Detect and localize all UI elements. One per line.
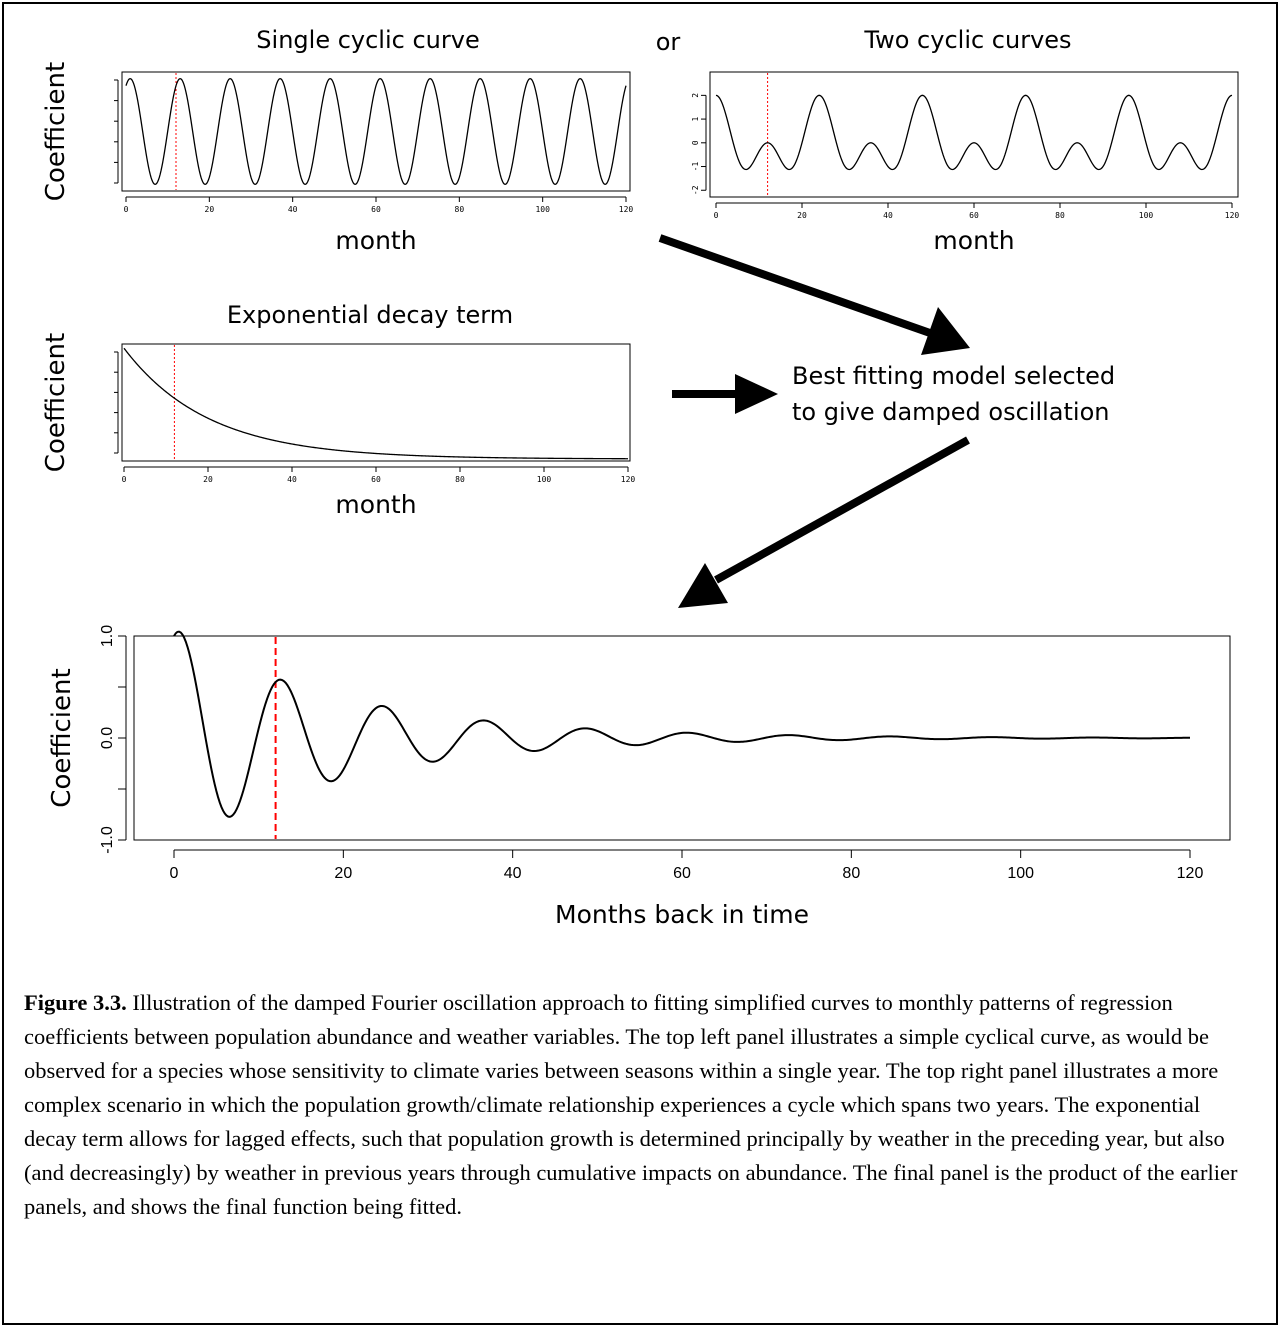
- y-tick-label: 2: [691, 93, 700, 98]
- series-line: [173, 630, 1191, 818]
- series-line: [715, 94, 1233, 171]
- annotation-line2: to give damped oscillation: [792, 398, 1109, 426]
- y-tick-label: -1.0: [99, 826, 116, 854]
- plot-box: [133, 635, 1231, 841]
- chart-damped-oscillation: 0 20 40 60 80 100 120 1.0 0.0 -1.0 Months back in …: [47, 625, 1231, 929]
- series-line: [125, 77, 627, 186]
- annotation-line1: Best fitting model selected: [792, 362, 1115, 390]
- x-tick-label: 20: [205, 205, 215, 214]
- y-axis-label: Coefficient: [41, 62, 71, 201]
- y-tick-label: -2: [691, 185, 700, 195]
- x-tick-label: 80: [842, 865, 860, 882]
- x-axis-label: month: [335, 490, 416, 519]
- x-tick-label: 80: [455, 475, 465, 484]
- caption-label: Figure 3.3.: [24, 990, 127, 1015]
- plot-box: [709, 71, 1239, 198]
- y-tick-label: 0: [691, 140, 700, 145]
- caption-text: Illustration of the damped Fourier oscil…: [24, 990, 1238, 1219]
- x-tick-label: 40: [883, 211, 893, 220]
- x-axis-label: Months back in time: [555, 900, 809, 929]
- arrow-top-right: [658, 234, 970, 355]
- y-tick-label: 0.0: [99, 727, 116, 749]
- x-tick-label: 100: [1139, 211, 1154, 220]
- chart-exponential-decay: 0 20 40 60 80 100 120 month Coefficient: [41, 333, 635, 519]
- x-tick-label: 40: [504, 865, 522, 882]
- chart-two-cyclic: 0 20 40 60 80 100 120 2 1 0 -1 -2 month: [691, 71, 1240, 255]
- x-tick-label: 40: [288, 205, 298, 214]
- x-tick-label: 0: [122, 475, 127, 484]
- x-tick-label: 20: [334, 865, 352, 882]
- x-tick-label: 100: [537, 475, 552, 484]
- x-tick-label: 60: [969, 211, 979, 220]
- chart-single-cyclic: 0 20 40 60 80 100 120 month Coefficient: [41, 62, 633, 255]
- arrow-middle: [672, 374, 778, 414]
- x-tick-label: 120: [1177, 865, 1204, 882]
- x-tick-label: 80: [1055, 211, 1065, 220]
- x-tick-label: 20: [797, 211, 807, 220]
- y-tick-label: 1.0: [99, 625, 116, 647]
- x-tick-label: 100: [535, 205, 550, 214]
- x-tick-label: 120: [1225, 211, 1240, 220]
- x-tick-label: 0: [170, 865, 179, 882]
- x-tick-label: 40: [287, 475, 297, 484]
- x-tick-label: 60: [673, 865, 691, 882]
- panel1-title: Single cyclic curve: [256, 26, 479, 54]
- x-tick-label: 0: [124, 205, 129, 214]
- y-tick-label: 1: [691, 116, 700, 121]
- series-line: [123, 347, 629, 460]
- x-tick-label: 100: [1007, 865, 1034, 882]
- x-tick-label: 0: [714, 211, 719, 220]
- connector-or: or: [656, 28, 681, 56]
- panel2-title: Two cyclic curves: [863, 26, 1071, 54]
- x-tick-label: 120: [619, 205, 634, 214]
- x-tick-label: 20: [203, 475, 213, 484]
- x-tick-label: 60: [371, 475, 381, 484]
- x-axis-label: month: [933, 226, 1014, 255]
- x-tick-label: 60: [371, 205, 381, 214]
- panel3-title: Exponential decay term: [227, 301, 513, 329]
- y-axis-label: Coefficient: [41, 333, 71, 472]
- arrow-down-left: [678, 436, 970, 608]
- plot-box: [121, 343, 631, 462]
- x-tick-label: 120: [621, 475, 636, 484]
- x-axis-label: month: [335, 226, 416, 255]
- plot-box: [121, 71, 631, 192]
- x-tick-label: 80: [455, 205, 465, 214]
- y-tick-label: -1: [691, 162, 700, 172]
- y-axis-label: Coefficient: [47, 668, 77, 807]
- figure-caption: Figure 3.3. Illustration of the damped F…: [24, 986, 1254, 1224]
